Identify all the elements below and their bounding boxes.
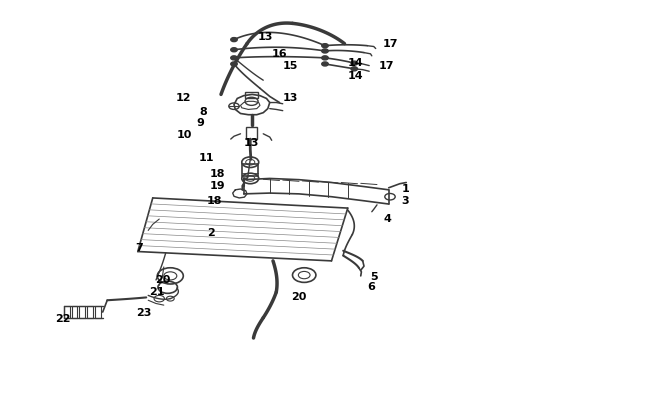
Text: 9: 9 [196,117,204,127]
Text: 13: 13 [283,93,298,103]
Circle shape [231,49,237,53]
Text: 13: 13 [244,138,259,147]
Text: 20: 20 [291,292,307,301]
Text: 6: 6 [367,282,375,292]
Circle shape [351,62,358,66]
Bar [79,307,85,318]
Bar [95,307,101,318]
Text: 16: 16 [272,49,287,58]
Circle shape [322,57,328,61]
Bar [242,165,258,176]
Text: 10: 10 [177,130,192,139]
Text: 3: 3 [402,196,410,205]
Bar [72,307,77,318]
Text: 12: 12 [176,93,191,103]
Text: 18: 18 [207,196,222,205]
Text: 15: 15 [283,61,298,70]
Text: 18: 18 [209,168,225,178]
Circle shape [322,45,328,49]
Text: 7: 7 [135,243,143,253]
Text: 17: 17 [382,39,398,49]
Text: 5: 5 [370,271,378,281]
Text: 17: 17 [378,61,394,70]
Circle shape [231,63,237,67]
Text: 21: 21 [150,286,165,296]
Text: 20: 20 [155,275,170,284]
Bar [64,307,70,318]
Text: 11: 11 [198,153,214,163]
Circle shape [231,38,237,43]
Text: 14: 14 [348,58,363,68]
Circle shape [322,50,328,54]
Circle shape [322,63,328,67]
Text: 14: 14 [348,71,363,81]
Text: 13: 13 [257,32,273,42]
Text: 8: 8 [199,107,207,116]
Text: 19: 19 [209,181,225,190]
Text: 4: 4 [384,214,391,224]
Text: 2: 2 [207,228,215,238]
Text: 22: 22 [55,313,71,323]
Circle shape [231,57,237,61]
Circle shape [351,68,358,72]
Text: 23: 23 [136,308,152,318]
Bar [87,307,93,318]
Text: 1: 1 [402,183,410,193]
